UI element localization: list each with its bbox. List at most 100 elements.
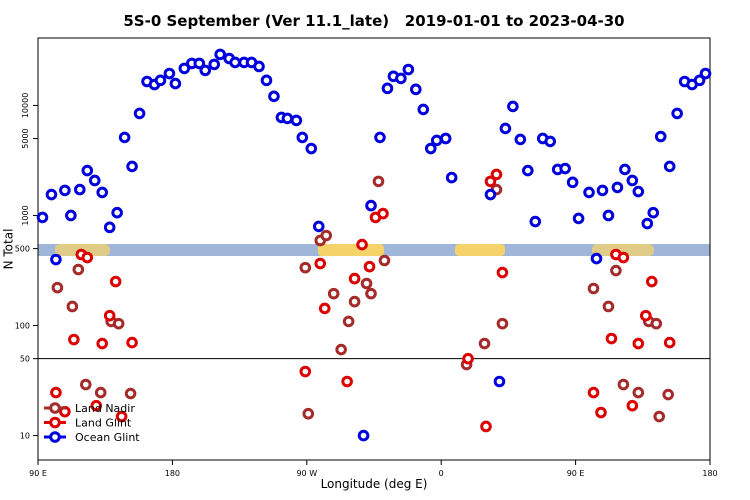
point — [462, 352, 474, 365]
point — [566, 176, 579, 189]
x-tick-label: 180 — [165, 469, 180, 478]
point — [365, 199, 377, 212]
point — [133, 107, 146, 120]
point — [424, 142, 437, 155]
point — [590, 252, 603, 265]
point — [610, 264, 622, 277]
point — [81, 251, 94, 264]
point — [496, 317, 509, 330]
point — [619, 163, 631, 176]
point — [178, 62, 191, 75]
point — [602, 209, 615, 222]
x-tick-label: 180 — [702, 469, 717, 478]
point — [602, 300, 615, 313]
point — [268, 90, 280, 103]
point — [611, 181, 624, 194]
point — [445, 171, 458, 184]
point — [111, 206, 123, 219]
point — [335, 343, 347, 356]
point — [299, 261, 312, 274]
point — [74, 183, 86, 196]
legend-marker — [49, 416, 61, 429]
point — [583, 186, 595, 199]
point — [626, 399, 639, 412]
y-tick-label: 500 — [15, 245, 30, 254]
point — [302, 407, 315, 420]
y-tick-label: 10000 — [21, 93, 30, 118]
point — [480, 420, 492, 433]
point — [126, 160, 138, 173]
point — [478, 337, 491, 350]
y-tick-label: 10 — [20, 432, 30, 441]
point — [662, 388, 674, 401]
point — [296, 131, 309, 144]
point — [103, 309, 116, 322]
point — [377, 207, 389, 220]
series — [50, 168, 676, 433]
point — [154, 74, 167, 87]
point — [290, 114, 303, 127]
point — [341, 375, 353, 388]
point — [45, 188, 58, 201]
point — [348, 272, 361, 285]
point — [699, 67, 712, 80]
point — [663, 160, 676, 173]
point — [260, 74, 273, 87]
y-axis-label: N Total — [2, 229, 16, 270]
point — [671, 107, 683, 120]
point — [357, 429, 370, 442]
point — [96, 337, 109, 350]
point — [214, 48, 226, 61]
point — [430, 134, 443, 147]
point — [305, 142, 318, 155]
point — [299, 365, 312, 378]
land-patch — [455, 244, 505, 256]
point — [496, 266, 509, 279]
point — [617, 378, 630, 391]
point — [522, 164, 534, 177]
point — [693, 74, 706, 87]
y-tick-label: 100 — [15, 322, 30, 331]
legend-marker — [49, 402, 61, 414]
point — [50, 253, 62, 266]
point — [587, 386, 600, 399]
point — [314, 257, 327, 270]
point — [126, 336, 138, 349]
point — [163, 67, 176, 80]
point — [493, 375, 506, 388]
point — [632, 386, 645, 399]
point — [439, 132, 452, 145]
legend-marker — [49, 431, 61, 443]
point — [529, 215, 542, 228]
point — [327, 287, 340, 300]
point — [66, 300, 79, 313]
point — [484, 188, 497, 201]
point — [647, 206, 660, 219]
point — [318, 302, 331, 315]
point — [595, 406, 607, 419]
point — [79, 378, 92, 391]
point — [88, 174, 101, 187]
point — [559, 162, 571, 175]
point — [653, 410, 666, 423]
point — [514, 133, 527, 146]
point — [365, 287, 377, 300]
point — [115, 410, 128, 423]
point — [356, 238, 368, 251]
point — [124, 387, 137, 400]
point — [68, 333, 80, 346]
point — [112, 317, 125, 330]
point — [645, 275, 658, 288]
point — [103, 221, 116, 234]
point — [544, 135, 557, 148]
legend-label: Land Glint — [75, 417, 132, 430]
point — [490, 168, 503, 181]
point — [169, 77, 182, 90]
point — [378, 254, 391, 267]
point — [72, 263, 85, 276]
series — [36, 48, 712, 442]
legend-label: Land Nadir — [75, 402, 135, 415]
point — [381, 82, 394, 95]
